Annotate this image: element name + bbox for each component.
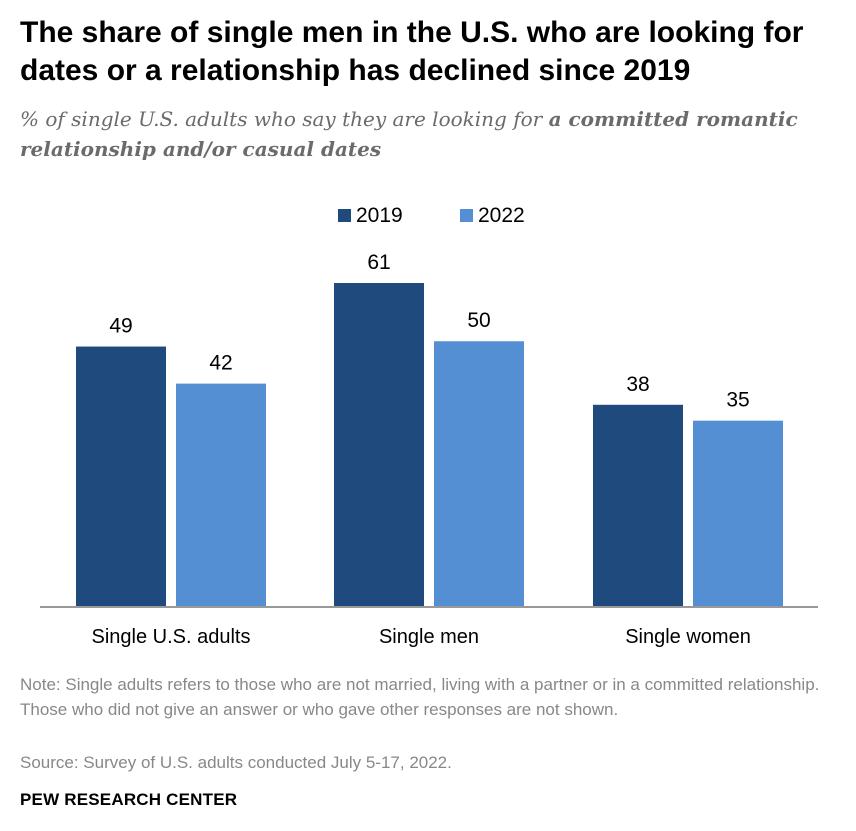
brand-logo-text: PEW RESEARCH CENTER: [20, 790, 238, 809]
bar-2022-1: [434, 341, 524, 606]
data-label-2019-2: 38: [626, 373, 649, 396]
legend-label-2022: 2022: [478, 204, 525, 227]
legend-swatch-2022: [460, 209, 473, 222]
legend-swatch-2019: [338, 209, 351, 222]
x-tick-label-0: Single U.S. adults: [92, 626, 251, 648]
data-label-2022-1: 50: [467, 309, 490, 332]
chart-source: Source: Survey of U.S. adults conducted …: [20, 753, 452, 772]
data-label-2022-0: 42: [209, 352, 232, 375]
chart-title: The share of single men in the U.S. who …: [20, 16, 804, 87]
bar-2022-0: [176, 383, 266, 606]
x-tick-label-1: Single men: [379, 626, 479, 648]
bar-2019-1: [334, 283, 424, 606]
bar-chart: 2019 2022 49 42 Single U.S. adults 61 50 Single…: [40, 204, 818, 648]
bar-2019-0: [76, 346, 166, 606]
data-label-2019-0: 49: [109, 315, 132, 338]
x-tick-label-2: Single women: [625, 626, 751, 648]
chart-note: Note: Single adults refers to those who …: [20, 675, 820, 719]
subtitle-prefix: % of single U.S. adults who say they are…: [20, 107, 549, 131]
bar-2022-2: [693, 420, 783, 606]
subtitle-emphasis: a committed romantic relationship and/or…: [20, 107, 798, 161]
data-label-2019-1: 61: [367, 251, 390, 274]
bar-2019-2: [593, 404, 683, 606]
legend-label-2019: 2019: [356, 204, 403, 227]
chart-subtitle: % of single U.S. adults who say they are…: [20, 104, 820, 164]
data-label-2022-2: 35: [726, 389, 749, 412]
